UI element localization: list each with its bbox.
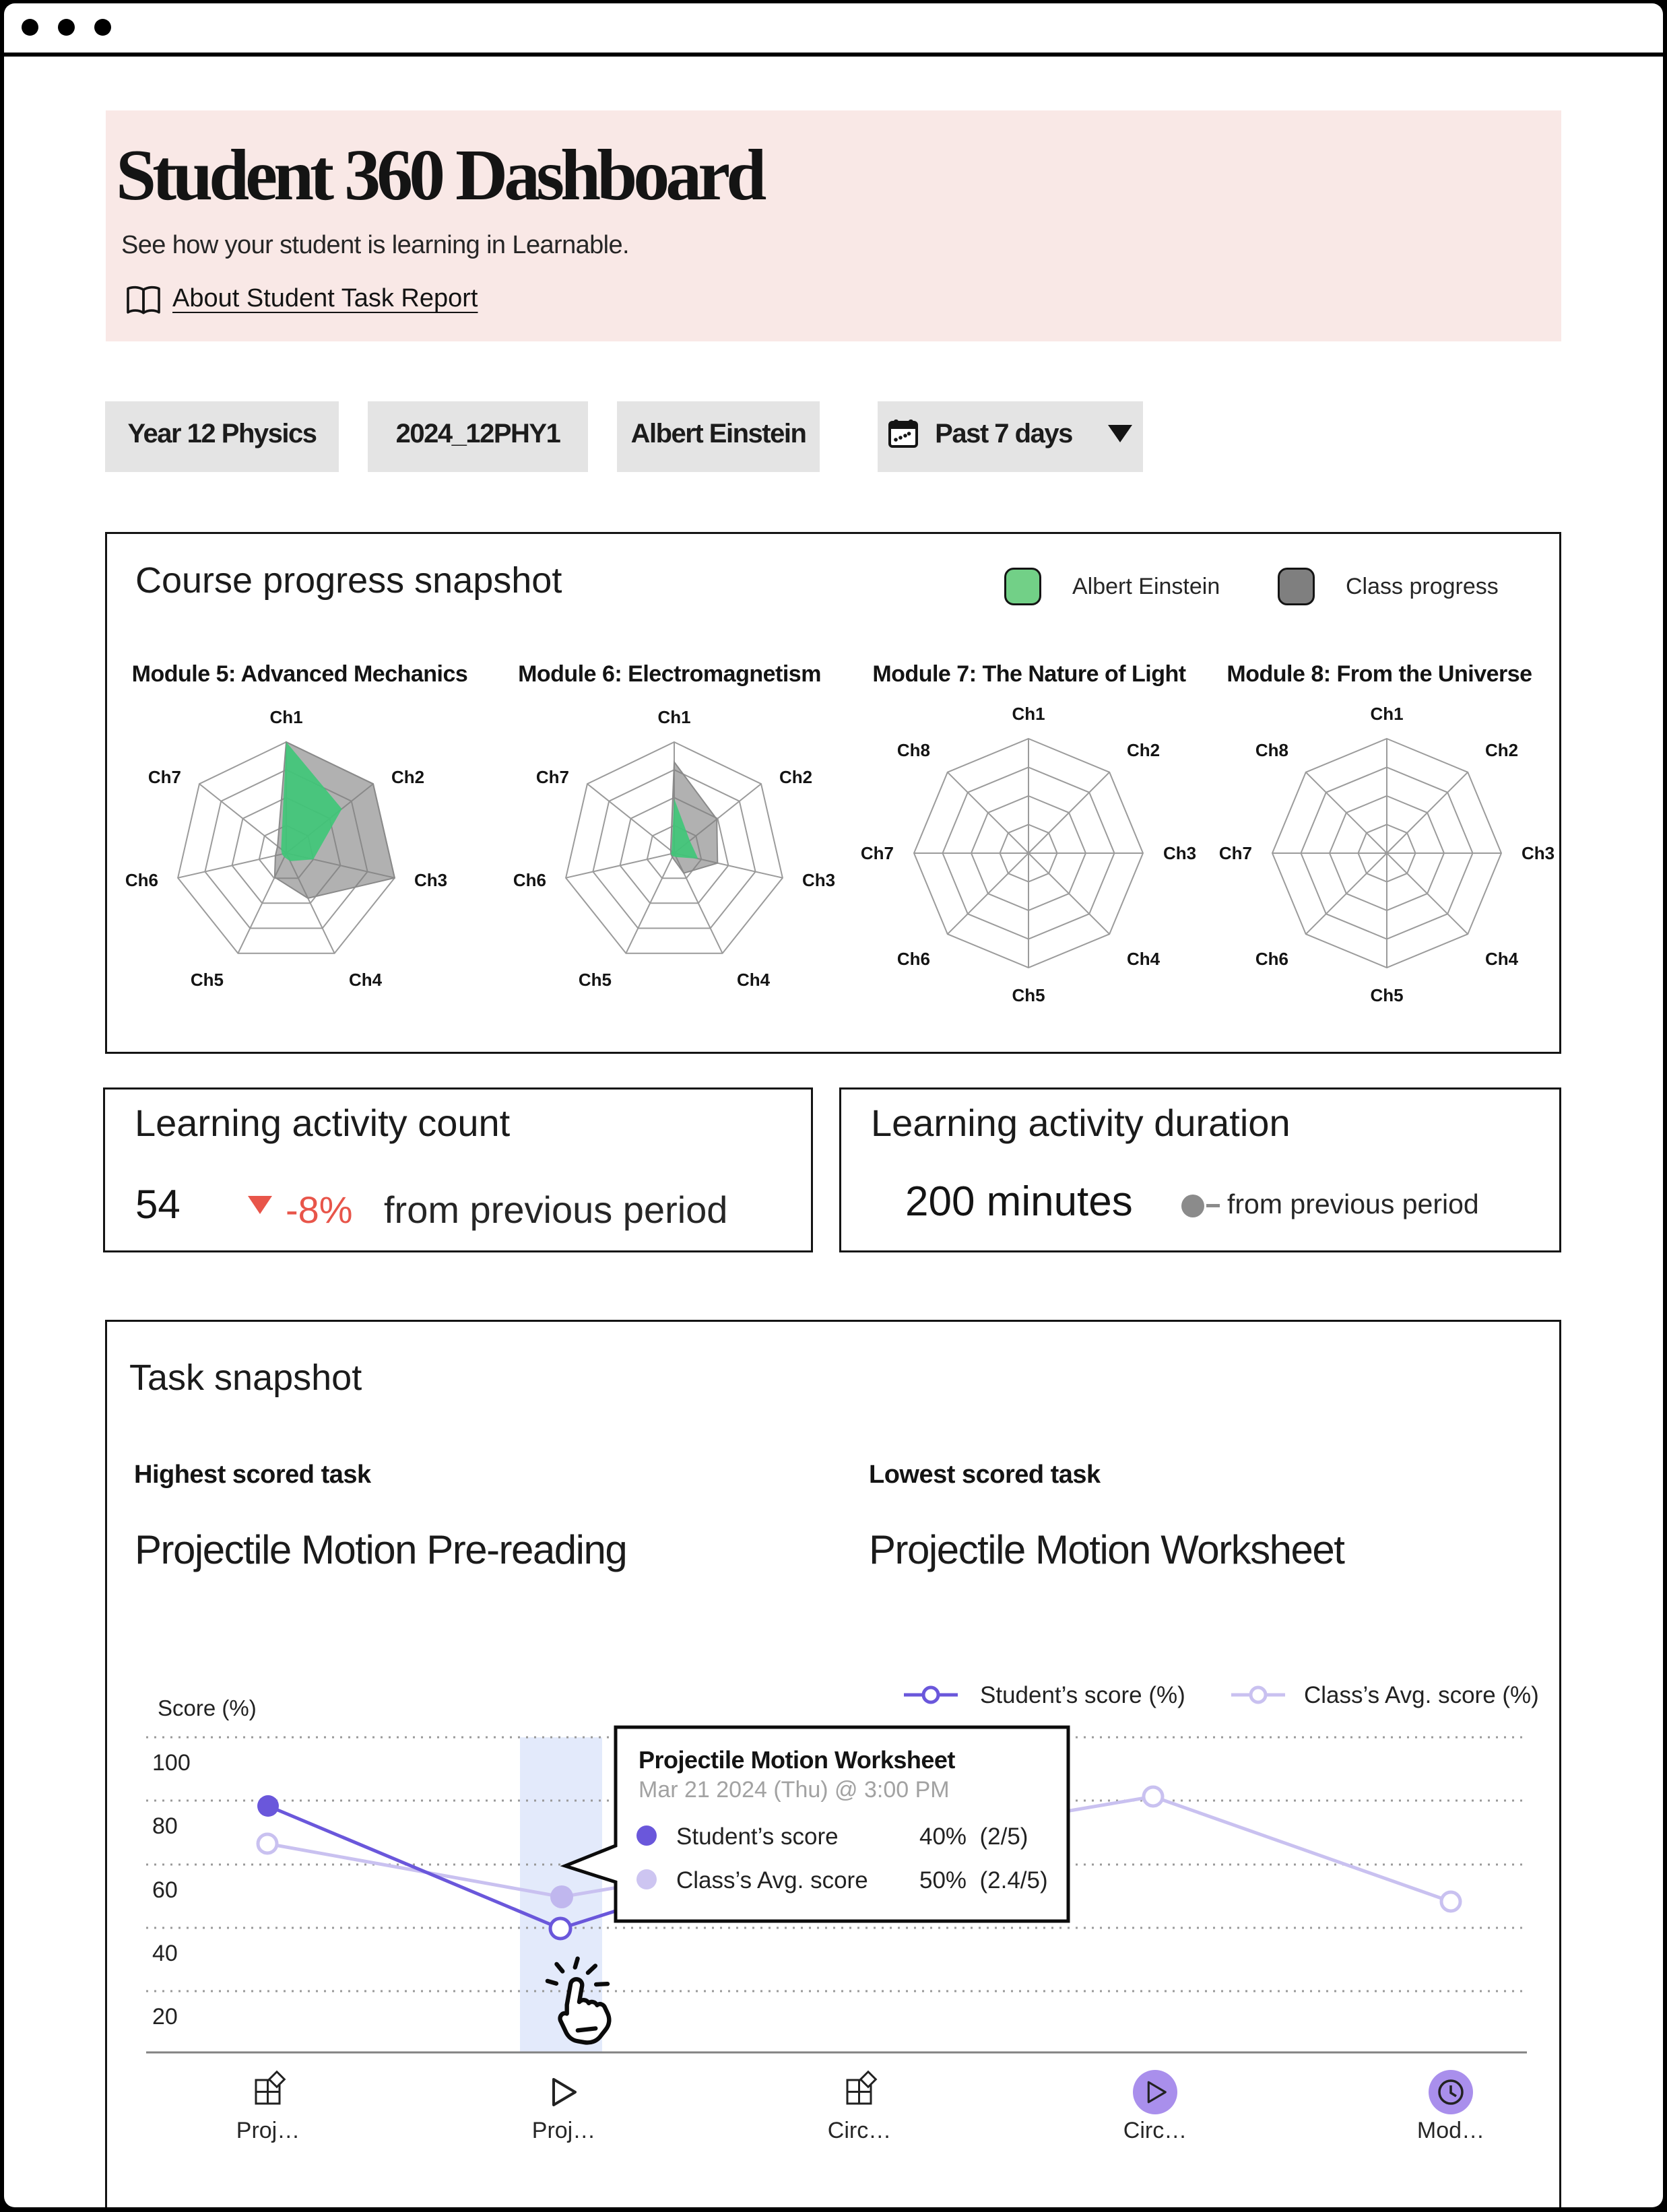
svg-text:Ch6: Ch6 (513, 870, 546, 890)
svg-text:Ch3: Ch3 (414, 870, 447, 890)
svg-text:50% (2.4/5): 50% (2.4/5) (919, 1867, 1048, 1893)
svg-text:80: 80 (152, 1813, 178, 1839)
svg-text:Ch3: Ch3 (802, 870, 835, 890)
svg-text:Ch2: Ch2 (1485, 740, 1518, 760)
svg-text:Ch1: Ch1 (657, 707, 690, 727)
svg-text:Score (%): Score (%) (158, 1696, 257, 1720)
svg-text:Proj…: Proj… (532, 2118, 595, 2143)
svg-text:Class’s Avg. score (%): Class’s Avg. score (%) (1304, 1682, 1539, 1708)
svg-text:100: 100 (152, 1750, 191, 1776)
svg-text:Proj…: Proj… (236, 2118, 300, 2143)
svg-text:Ch8: Ch8 (1255, 740, 1288, 760)
svg-text:Ch1: Ch1 (1012, 704, 1045, 724)
svg-text:Ch7: Ch7 (1219, 843, 1252, 863)
svg-text:20: 20 (152, 2004, 178, 2030)
svg-text:40: 40 (152, 1941, 178, 1966)
svg-text:60: 60 (152, 1877, 178, 1903)
svg-text:Ch4: Ch4 (737, 970, 771, 990)
svg-text:Ch7: Ch7 (861, 843, 894, 863)
svg-text:40% (2/5): 40% (2/5) (919, 1823, 1028, 1850)
svg-text:Ch6: Ch6 (897, 949, 930, 969)
svg-text:Ch2: Ch2 (391, 767, 424, 787)
svg-text:Student’s score (%): Student’s score (%) (980, 1682, 1185, 1708)
svg-text:Ch5: Ch5 (191, 970, 224, 990)
svg-text:Student’s score: Student’s score (676, 1823, 839, 1850)
svg-text:Ch3: Ch3 (1163, 843, 1196, 863)
svg-text:Ch5: Ch5 (1370, 985, 1403, 1005)
svg-text:Ch5: Ch5 (579, 970, 612, 990)
svg-text:Ch7: Ch7 (536, 767, 569, 787)
svg-text:Class’s Avg. score: Class’s Avg. score (676, 1867, 868, 1893)
svg-text:Ch1: Ch1 (1370, 704, 1403, 724)
svg-text:Mar 21 2024 (Thu) @ 3:00 PM: Mar 21 2024 (Thu) @ 3:00 PM (639, 1777, 950, 1803)
svg-text:Ch4: Ch4 (349, 970, 383, 990)
svg-text:Ch1: Ch1 (269, 707, 302, 727)
svg-text:Circ…: Circ… (1123, 2118, 1187, 2143)
svg-text:Ch3: Ch3 (1522, 843, 1555, 863)
svg-text:Ch4: Ch4 (1127, 949, 1161, 969)
svg-text:Ch6: Ch6 (1255, 949, 1288, 969)
svg-text:Ch2: Ch2 (779, 767, 812, 787)
svg-text:Circ…: Circ… (828, 2118, 891, 2143)
svg-text:Ch5: Ch5 (1012, 985, 1045, 1005)
svg-text:Ch7: Ch7 (148, 767, 181, 787)
svg-text:Mod…: Mod… (1417, 2118, 1484, 2143)
svg-text:Ch6: Ch6 (125, 870, 158, 890)
svg-text:Ch2: Ch2 (1127, 740, 1160, 760)
svg-text:Ch4: Ch4 (1485, 949, 1519, 969)
svg-text:Ch8: Ch8 (897, 740, 930, 760)
svg-text:Projectile Motion Worksheet: Projectile Motion Worksheet (639, 1746, 955, 1774)
